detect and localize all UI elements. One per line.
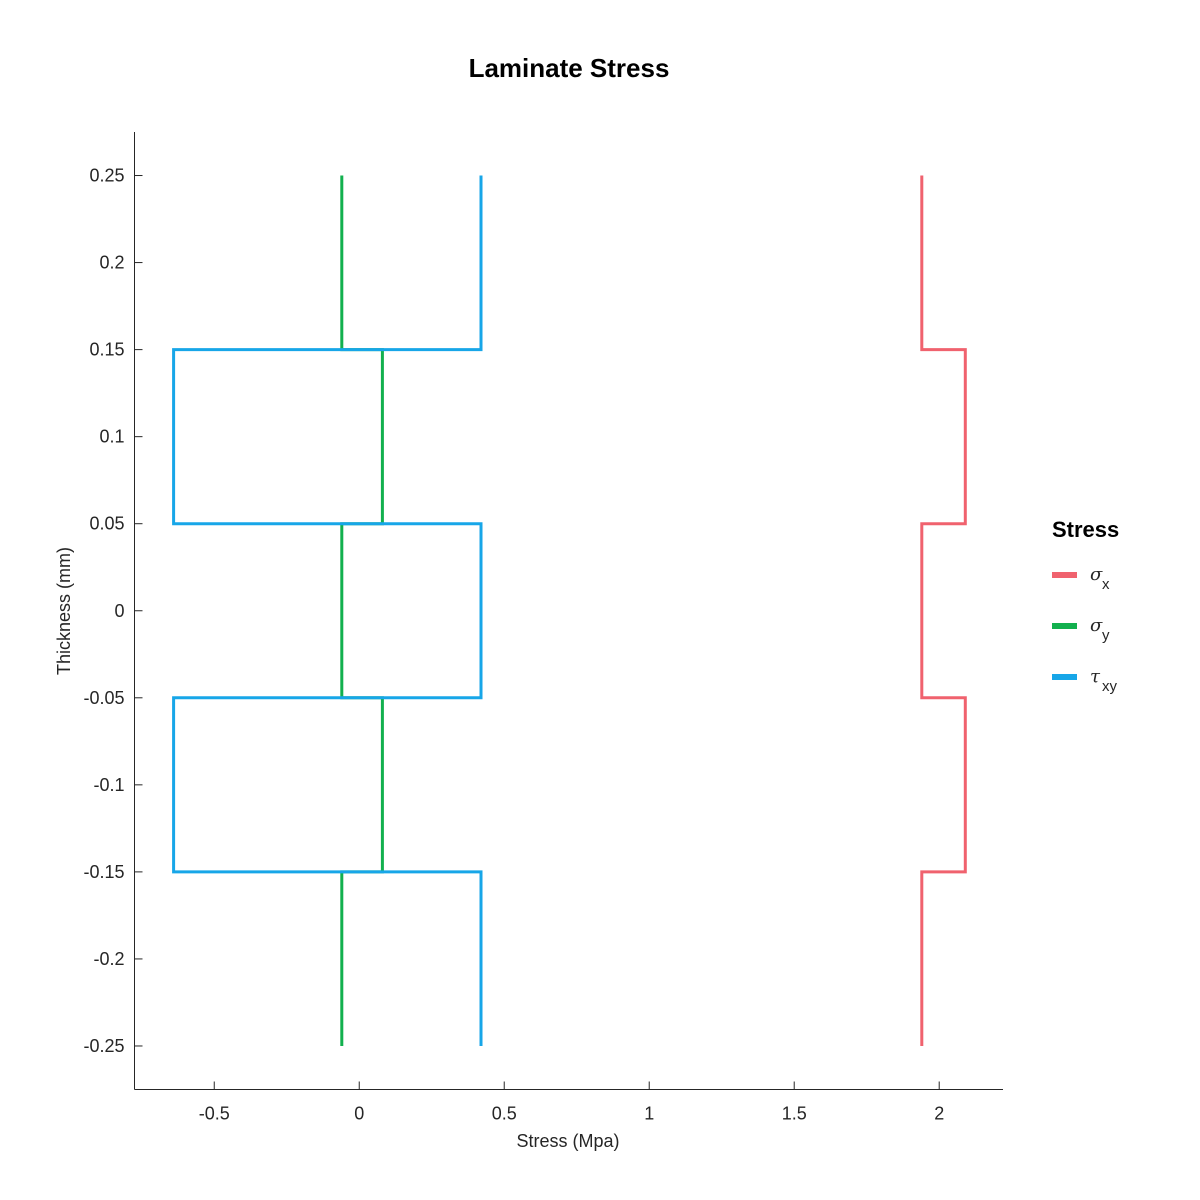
chart-title: Laminate Stress: [469, 53, 670, 83]
series-line-σx: [920, 175, 967, 1046]
x-tick-label: -0.5: [199, 1104, 230, 1124]
legend-title: Stress: [1052, 517, 1119, 542]
x-tick-label: 1: [644, 1104, 654, 1124]
y-tick-label: 0.2: [99, 253, 124, 273]
x-tick-label: 0.5: [492, 1104, 517, 1124]
legend-symbol: τ: [1090, 666, 1101, 687]
y-tick-label: -0.05: [83, 688, 124, 708]
series-group: [172, 175, 967, 1046]
legend-symbol: σ: [1090, 564, 1103, 585]
axes: [134, 132, 1003, 1090]
y-axis-title: Thickness (mm): [54, 547, 74, 675]
x-tick-label: 0: [354, 1104, 364, 1124]
legend-subscript: x: [1102, 576, 1110, 593]
y-tick-label: 0: [114, 601, 124, 621]
x-ticks: -0.5 0 0.5 1 1.5 2: [199, 1081, 944, 1124]
legend-items: σ xσ yτ xy: [1052, 564, 1118, 695]
x-axis-title: Stress (Mpa): [516, 1131, 619, 1151]
legend: Stress σ xσ yτ xy: [1052, 517, 1119, 695]
legend-subscript: y: [1102, 627, 1110, 644]
y-tick-label: -0.2: [93, 949, 124, 969]
series-line-σy: [340, 175, 384, 1046]
y-tick-label: 0.25: [89, 166, 124, 186]
y-tick-label: -0.1: [93, 775, 124, 795]
y-ticks: 0.25 0.2 0.15 0.1 0.05 0 -0.05 -0.1 -0.15 -0.2 -0.…: [83, 166, 143, 1056]
y-tick-label: -0.15: [83, 862, 124, 882]
x-tick-label: 1.5: [782, 1104, 807, 1124]
legend-subscript: xy: [1102, 678, 1118, 695]
series-line-τxy: [172, 175, 483, 1046]
y-tick-label: 0.15: [89, 340, 124, 360]
legend-symbol: σ: [1090, 615, 1103, 636]
y-tick-label: 0.05: [89, 514, 124, 534]
y-tick-label: -0.25: [83, 1036, 124, 1056]
y-tick-label: 0.1: [99, 427, 124, 447]
x-tick-label: 2: [934, 1104, 944, 1124]
